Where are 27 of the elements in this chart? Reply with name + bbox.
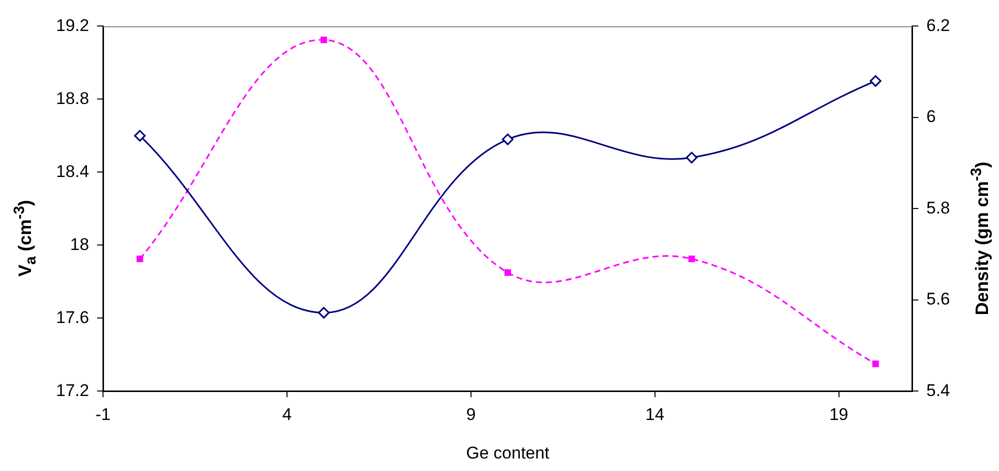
x-tick-label: 9 (466, 405, 476, 424)
y2-tick-label: 5.8 (926, 198, 950, 218)
point (686, 152, 698, 164)
y2-tick-label: 6.2 (926, 16, 950, 35)
y-tick-label: 18 (70, 234, 90, 254)
x-tick-label: 4 (282, 405, 292, 424)
y2-tick-label: 6 (926, 107, 936, 126)
x-axis-title: Ge content (466, 443, 550, 462)
point (320, 36, 328, 44)
x-tick-label: -1 (96, 405, 111, 424)
point (136, 256, 144, 262)
point (502, 134, 514, 146)
point (318, 306, 330, 319)
point (504, 269, 511, 276)
y-tick-label: 17.2 (56, 380, 90, 400)
x-tick-label: 14 (645, 405, 664, 424)
y-tick-label: 18.8 (56, 88, 90, 108)
x-tick-label: 19 (829, 405, 848, 424)
point (870, 75, 882, 87)
y2-tick-label: 5.6 (926, 290, 950, 309)
y-tick-label: 17.6 (56, 308, 90, 327)
point (134, 130, 146, 142)
point (688, 256, 695, 262)
y2-tick-label: 5.4 (926, 380, 950, 400)
point (872, 360, 879, 368)
y-tick-label: 19.2 (56, 16, 90, 35)
y-tick-label: 18.4 (56, 162, 90, 181)
